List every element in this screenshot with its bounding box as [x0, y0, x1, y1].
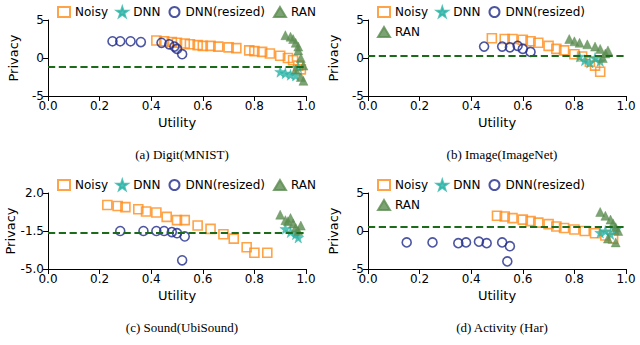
svg-text:Privacy: Privacy [3, 207, 18, 254]
svg-text:Noisy: Noisy [395, 5, 428, 19]
svg-text:0.0: 0.0 [38, 99, 57, 113]
svg-text:0.8: 0.8 [245, 99, 264, 113]
svg-text:0.0: 0.0 [358, 272, 377, 286]
svg-text:0.0: 0.0 [358, 99, 377, 113]
svg-text:0.8: 0.8 [245, 272, 264, 286]
svg-text:Privacy: Privacy [6, 34, 21, 81]
svg-text:2.0: 2.0 [25, 186, 44, 200]
svg-text:(b) Image(ImageNet): (b) Image(ImageNet) [447, 147, 558, 162]
svg-text:0.2: 0.2 [410, 99, 429, 113]
svg-text:5: 5 [356, 186, 364, 200]
svg-text:0.2: 0.2 [90, 99, 109, 113]
svg-text:0: 0 [356, 224, 364, 238]
svg-text:0.4: 0.4 [462, 99, 481, 113]
svg-text:0.2: 0.2 [90, 272, 109, 286]
svg-text:RAN: RAN [291, 5, 316, 19]
svg-text:RAN: RAN [291, 178, 316, 192]
svg-text:Utility: Utility [158, 115, 197, 130]
svg-text:-5: -5 [352, 262, 364, 276]
svg-text:0.4: 0.4 [142, 99, 161, 113]
svg-text:1.0: 1.0 [296, 99, 315, 113]
svg-text:0.2: 0.2 [410, 272, 429, 286]
svg-text:Privacy: Privacy [326, 207, 341, 254]
svg-text:0: 0 [356, 51, 364, 65]
svg-text:-1.5: -1.5 [21, 224, 44, 238]
svg-text:Noisy: Noisy [75, 5, 108, 19]
svg-text:(c) Sound(UbiSound): (c) Sound(UbiSound) [126, 320, 238, 335]
svg-text:DNN(resized): DNN(resized) [505, 5, 584, 19]
svg-text:DNN: DNN [133, 178, 160, 192]
svg-text:-5.0: -5.0 [20, 262, 44, 276]
svg-text:0.6: 0.6 [193, 272, 212, 286]
svg-text:Utility: Utility [478, 288, 517, 303]
svg-text:5: 5 [356, 13, 364, 27]
svg-text:0.6: 0.6 [513, 272, 532, 286]
svg-text:Privacy: Privacy [326, 34, 341, 81]
svg-text:0.4: 0.4 [462, 272, 481, 286]
svg-text:5: 5 [36, 13, 44, 27]
svg-text:DNN: DNN [453, 178, 480, 192]
svg-text:DNN: DNN [453, 5, 480, 19]
svg-text:0.0: 0.0 [38, 272, 57, 286]
svg-text:DNN: DNN [133, 5, 160, 19]
svg-text:1.0: 1.0 [616, 272, 635, 286]
svg-text:-5: -5 [352, 89, 364, 103]
svg-text:0.6: 0.6 [193, 99, 212, 113]
svg-text:Noisy: Noisy [395, 178, 428, 192]
svg-text:1.0: 1.0 [616, 99, 635, 113]
svg-text:RAN: RAN [395, 25, 420, 39]
svg-text:DNN(resized): DNN(resized) [185, 5, 265, 19]
svg-text:0.6: 0.6 [513, 99, 532, 113]
svg-text:0.8: 0.8 [565, 99, 584, 113]
svg-text:1.0: 1.0 [296, 272, 315, 286]
svg-text:RAN: RAN [395, 198, 420, 212]
svg-text:Noisy: Noisy [75, 178, 108, 192]
svg-text:0.4: 0.4 [142, 272, 161, 286]
svg-text:-5: -5 [32, 89, 44, 103]
svg-text:Utility: Utility [158, 288, 197, 303]
svg-text:Utility: Utility [478, 115, 517, 130]
svg-text:DNN(resized): DNN(resized) [185, 178, 265, 192]
svg-text:(d) Activity (Har): (d) Activity (Har) [456, 320, 548, 335]
svg-text:DNN(resized): DNN(resized) [505, 178, 584, 192]
svg-text:0: 0 [36, 51, 44, 65]
svg-text:(a) Digit(MNIST): (a) Digit(MNIST) [135, 147, 229, 162]
svg-text:0.8: 0.8 [565, 272, 584, 286]
